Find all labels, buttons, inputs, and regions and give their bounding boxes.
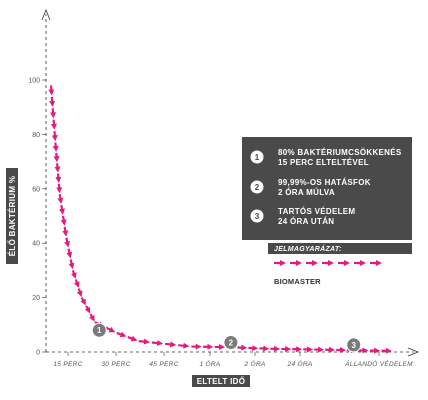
info-item-3: 3 TARTÓS VÉDELEM 24 ÓRA UTÁN <box>250 207 355 226</box>
series-segment <box>89 313 95 322</box>
callout-marker-label: 1 <box>97 326 102 335</box>
info-item-num: 3 <box>255 212 260 221</box>
series-segment <box>49 96 56 107</box>
series-segment <box>54 163 61 173</box>
y-tick-label: 60 <box>32 186 40 193</box>
callout-marker-label: 2 <box>229 338 234 347</box>
series-segment <box>52 142 59 152</box>
series-segment <box>56 183 63 194</box>
callout-marker-label: 3 <box>352 341 357 350</box>
series-segment <box>151 340 164 346</box>
info-item-2: 2 99,99%-OS HATÁSFOK 2 ÓRA MÚLVA <box>250 178 371 197</box>
series-segment <box>57 194 64 204</box>
series-segment <box>105 326 116 333</box>
callout-markers: 1 2 3 <box>91 322 362 353</box>
info-item-num: 1 <box>255 153 260 162</box>
x-axis-arrow-icon <box>407 347 420 357</box>
series-segment <box>51 131 58 142</box>
series-segment <box>73 279 80 288</box>
callout-marker: 1 <box>91 322 107 338</box>
series-segment <box>127 335 138 342</box>
x-tick-label: ÁLLANDÓ VÉDELEM <box>344 359 413 368</box>
callout-marker-circle <box>346 337 362 353</box>
x-axis-label-text: ELTELT IDŐ <box>197 377 245 386</box>
y-tick-label: 100 <box>28 78 40 85</box>
x-tick-label: 1 ÓRA <box>199 359 220 368</box>
y-axis-label-text: ÉLŐ BAKTÉRIUM % <box>8 176 17 257</box>
series-segment <box>50 108 57 119</box>
series-segment <box>53 152 60 163</box>
legend: JELMAGYARÁZAT: BIOMASTER <box>268 243 412 286</box>
info-item-line2: 24 ÓRA UTÁN <box>278 217 334 226</box>
series-segment <box>76 288 83 298</box>
x-tick-label: 30 PERC <box>101 361 130 368</box>
series-segment <box>164 341 177 348</box>
series-segment <box>68 259 75 270</box>
y-ticks: 0 20 40 60 80 100 <box>28 78 46 357</box>
callout-marker-circle <box>91 322 107 338</box>
legend-series-label: BIOMASTER <box>274 277 321 286</box>
y-tick-label: 40 <box>32 241 40 248</box>
series-segment <box>50 119 57 130</box>
info-item-line1: TARTÓS VÉDELEM <box>278 207 355 216</box>
series-segment <box>59 204 65 215</box>
info-box: 1 80% BAKTÉRIUMCSÖKKENÉS 15 PERC ELTELTÉ… <box>242 137 412 240</box>
series-segment <box>62 226 69 237</box>
y-tick-label: 80 <box>32 132 40 139</box>
y-axis-arrow-icon <box>41 8 51 21</box>
x-tick-label: 2 ÓRA <box>243 359 265 368</box>
info-item-line2: 15 PERC ELTELTÉVEL <box>278 158 369 167</box>
y-axis-label: ÉLŐ BAKTÉRIUM % <box>6 168 18 264</box>
series-segment <box>48 85 55 96</box>
series-segment <box>138 338 150 345</box>
info-item-line1: 80% BAKTÉRIUMCSÖKKENÉS <box>278 148 402 157</box>
x-tick-label: 15 PERC <box>53 361 82 368</box>
info-item-line1: 99,99%-OS HATÁSFOK <box>278 178 371 187</box>
series-segment <box>84 305 91 314</box>
x-tick-label: 45 PERC <box>149 361 178 368</box>
series-segment <box>70 270 77 279</box>
series-segment <box>178 342 190 349</box>
series-segment <box>64 237 71 248</box>
x-axis-label: ELTELT IDŐ <box>192 375 250 387</box>
info-item-num: 2 <box>255 183 260 192</box>
callout-marker: 2 <box>223 334 239 350</box>
series-segment <box>116 331 127 338</box>
series-segment <box>55 173 62 183</box>
series-segment <box>66 248 73 259</box>
y-tick-label: 0 <box>36 350 40 357</box>
y-tick-label: 20 <box>32 295 40 302</box>
x-tick-label: 24 ÓRA <box>287 359 313 368</box>
series-segment <box>80 297 86 306</box>
info-item-1: 1 80% BAKTÉRIUMCSÖKKENÉS 15 PERC ELTELTÉ… <box>250 148 402 167</box>
series-segment <box>60 215 67 226</box>
x-ticks: 15 PERC 30 PERC 45 PERC 1 ÓRA 2 ÓRA 24 ÓRA ÁLL… <box>53 352 413 368</box>
legend-title: JELMAGYARÁZAT: <box>274 244 342 253</box>
callout-marker: 3 <box>346 337 362 353</box>
callout-marker-circle <box>223 334 239 350</box>
info-item-line2: 2 ÓRA MÚLVA <box>278 188 335 197</box>
